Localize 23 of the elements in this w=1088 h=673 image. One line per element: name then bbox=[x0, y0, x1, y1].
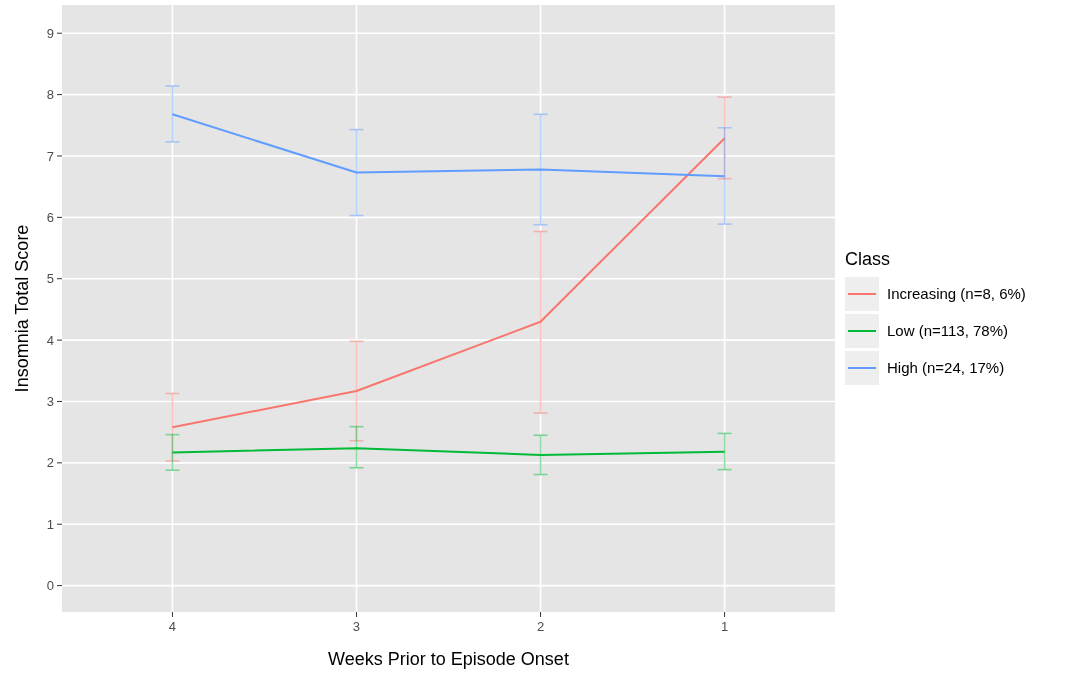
y-tick-label: 4 bbox=[46, 332, 54, 348]
legend-label: High (n=24, 17%) bbox=[887, 359, 1005, 377]
y-tick-label: 6 bbox=[46, 209, 54, 225]
x-tick-label: 2 bbox=[536, 619, 545, 634]
x-tick-label: 4 bbox=[168, 619, 177, 634]
x-tick-label: 1 bbox=[720, 619, 729, 634]
y-tick-label: 2 bbox=[46, 455, 54, 471]
x-tick-label: 3 bbox=[352, 619, 361, 634]
y-tick-label: 0 bbox=[46, 578, 54, 594]
y-axis-title: Insomnia Total Score bbox=[12, 224, 32, 393]
y-tick-label: 1 bbox=[46, 516, 54, 532]
line-series bbox=[171, 113, 726, 178]
line-series bbox=[171, 447, 726, 456]
legend-title: Class bbox=[845, 249, 891, 269]
legend-label: Low (n=113, 78%) bbox=[887, 322, 1009, 340]
y-tick-label: 7 bbox=[46, 148, 54, 164]
line-series bbox=[171, 137, 726, 429]
y-tick-label: 5 bbox=[46, 271, 54, 287]
y-tick-label: 3 bbox=[46, 394, 54, 410]
legend-label: Increasing (n=8, 6%) bbox=[887, 285, 1026, 303]
y-tick-label: 9 bbox=[46, 25, 54, 41]
y-tick-label: 8 bbox=[46, 87, 54, 103]
x-axis-title: Weeks Prior to Episode Onset bbox=[328, 649, 569, 669]
